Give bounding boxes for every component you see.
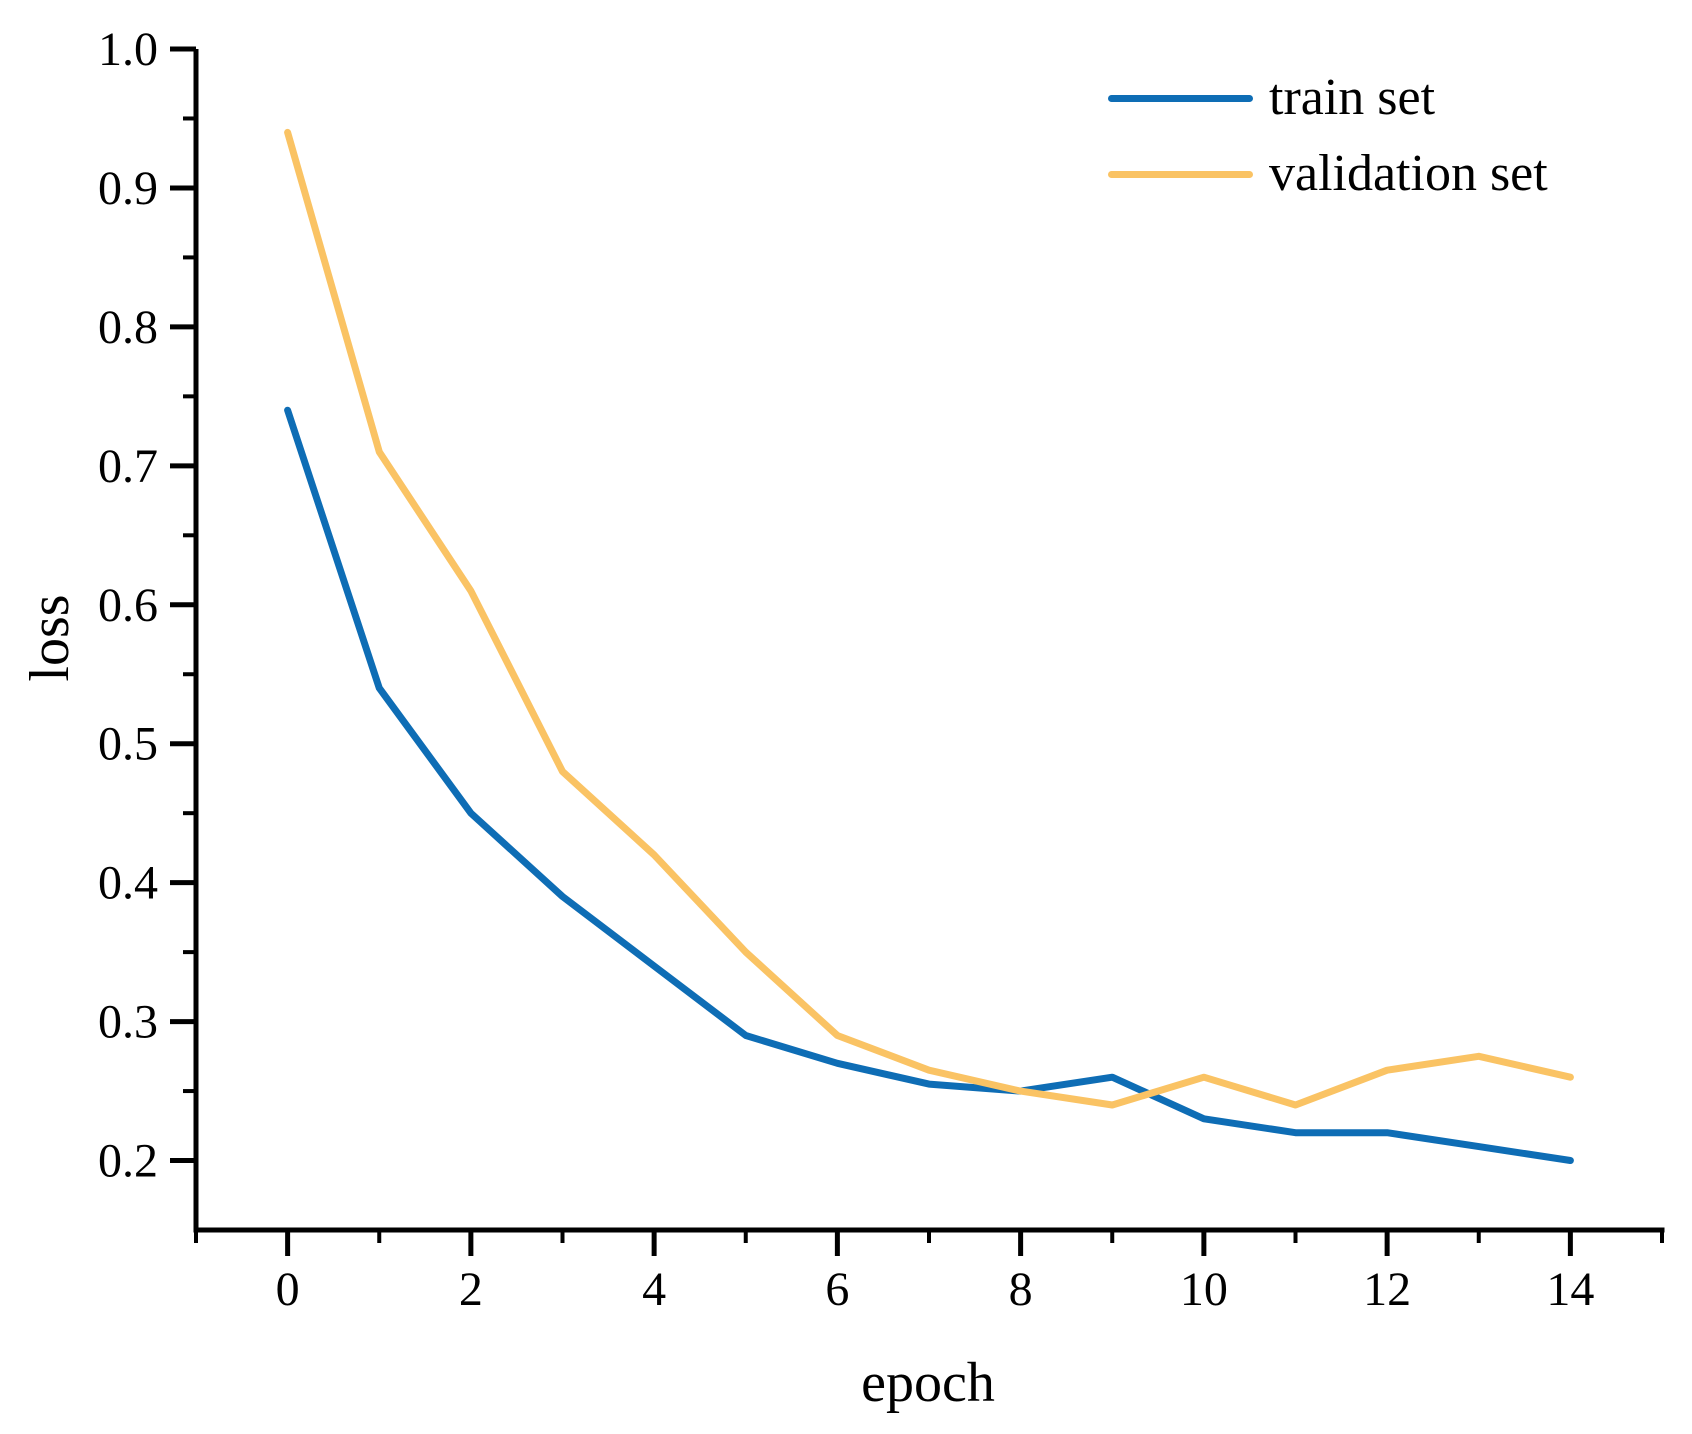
validation-set-line — [284, 128, 1574, 1109]
x-tick-label: 14 — [1546, 1263, 1594, 1316]
y-tick-label: 0.9 — [98, 162, 158, 215]
y-tick-label: 0.3 — [98, 996, 158, 1049]
x-tick-label: 4 — [642, 1263, 666, 1316]
train-set-line — [284, 406, 1574, 1164]
legend-label-train: train set — [1269, 69, 1436, 126]
y-tick-label: 0.6 — [98, 579, 158, 632]
x-tick-label: 0 — [276, 1263, 300, 1316]
y-axis-title: loss — [19, 594, 81, 682]
x-tick-label: 2 — [459, 1263, 483, 1316]
x-tick-label: 10 — [1180, 1263, 1228, 1316]
x-tick-label: 12 — [1363, 1263, 1411, 1316]
x-tick-label: 6 — [825, 1263, 849, 1316]
y-tick-label: 0.5 — [98, 718, 158, 771]
legend: train set validation set — [1108, 60, 1548, 212]
legend-label-validation: validation set — [1269, 145, 1548, 202]
y-tick-label: 0.7 — [98, 440, 158, 493]
validation-line-swatch — [1108, 170, 1253, 178]
x-axis-title: epoch — [861, 1352, 995, 1414]
y-tick-label: 0.2 — [98, 1135, 158, 1188]
legend-item-train: train set — [1108, 60, 1548, 136]
y-tick-label: 0.4 — [98, 857, 158, 910]
y-tick-label: 0.8 — [98, 301, 158, 354]
x-tick-label: 8 — [1009, 1263, 1033, 1316]
train-line-swatch — [1108, 94, 1253, 102]
y-tick-label: 1.0 — [98, 23, 158, 76]
legend-item-validation: validation set — [1108, 136, 1548, 212]
